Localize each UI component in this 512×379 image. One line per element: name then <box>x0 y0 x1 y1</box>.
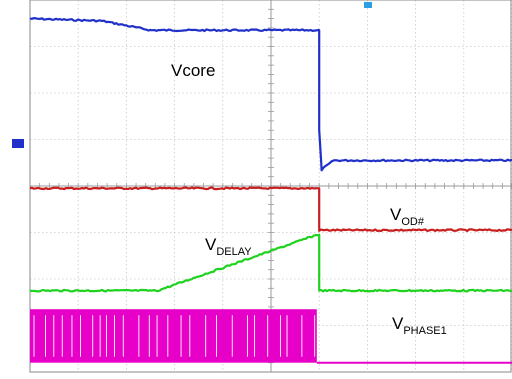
channel-1-marker <box>12 139 24 148</box>
vphase1-label: VPHASE1 <box>392 314 447 337</box>
traces <box>29 17 512 364</box>
plot-border <box>29 0 512 373</box>
vcore-label: Vcore <box>171 61 215 80</box>
trace-vod <box>29 186 512 233</box>
trace-vdelay <box>29 233 512 293</box>
channel-markers <box>12 2 372 148</box>
trigger-marker <box>364 2 372 8</box>
vod-label: VOD# <box>390 205 425 228</box>
trace-vcore <box>29 17 512 172</box>
trace-vphase1-burst <box>30 309 317 363</box>
vdelay-label: VDELAY <box>205 235 252 258</box>
